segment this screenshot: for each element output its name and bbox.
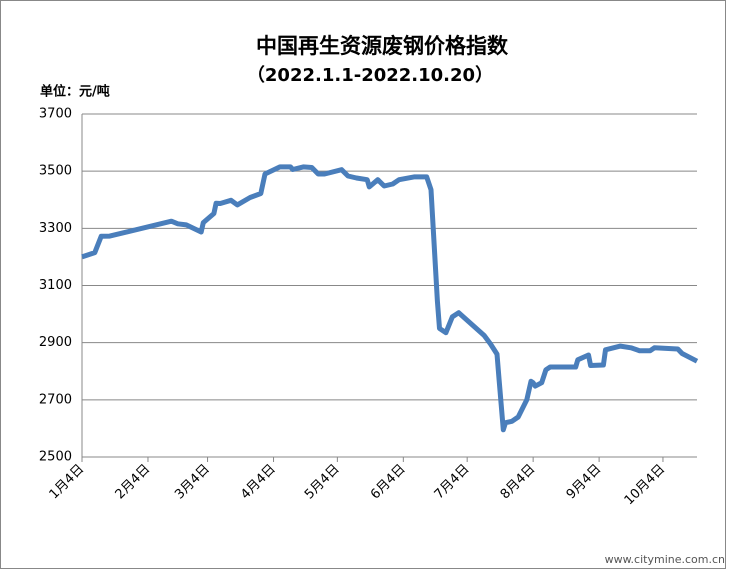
unit-label: 单位：元/吨: [40, 84, 110, 100]
y-tick-label: 2500: [39, 450, 72, 465]
y-tick-label: 3700: [39, 107, 72, 122]
y-tick-label: 3500: [39, 164, 72, 179]
chart-title: 中国再生资源废钢价格指数: [256, 34, 509, 58]
y-tick-label: 3100: [39, 278, 72, 293]
watermark: www.citymine.com.cn: [605, 553, 725, 566]
y-tick-label: 2900: [39, 335, 72, 350]
line-series: [81, 164, 699, 433]
chart-frame: [0, 0, 726, 569]
y-tick-label: 2700: [39, 392, 72, 407]
y-tick-label: 3300: [39, 221, 72, 236]
chart-subtitle: （2022.1.1-2022.10.20）: [247, 65, 493, 86]
